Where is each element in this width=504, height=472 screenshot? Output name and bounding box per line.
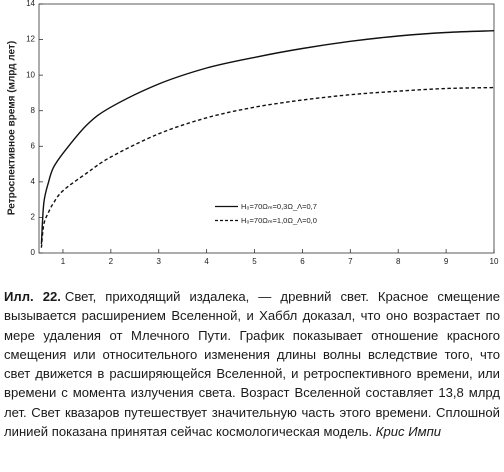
y-tick-label: 4 — [31, 177, 36, 186]
x-tick-label: 2 — [109, 257, 114, 266]
y-tick-label: 12 — [26, 35, 35, 44]
caption-label: Илл. 22. — [4, 289, 61, 304]
series-line-solid — [40, 30, 495, 245]
x-tick-label: 4 — [204, 257, 209, 266]
x-tick-label: 9 — [444, 257, 449, 266]
x-tick-label: 6 — [300, 257, 305, 266]
y-tick-label: 6 — [31, 141, 36, 150]
y-tick-label: 2 — [31, 213, 36, 222]
caption-text: Свет, приходящий издалека, — древний све… — [4, 289, 500, 440]
legend: H₀=70Ωₘ=0,3Ω_Λ=0,7 H₀=70Ωₘ=1,0Ω_Λ=0,0 — [215, 202, 317, 225]
y-tick-label: 14 — [26, 0, 35, 8]
y-tick-label: 8 — [31, 106, 36, 115]
legend-entry-solid: H₀=70Ωₘ=0,3Ω_Λ=0,7 — [241, 202, 317, 211]
legend-entry-dashed: H₀=70Ωₘ=1,0Ω_Λ=0,0 — [241, 216, 317, 225]
y-axis-label: Ретроспективное время (млрд лет) — [7, 41, 18, 215]
x-tick-label: 1 — [61, 257, 66, 266]
plot-frame — [38, 3, 495, 254]
figure-caption: Илл. 22. Свет, приходящий издалека, — дре… — [4, 287, 500, 441]
y-tick-label: 10 — [26, 70, 35, 79]
x-axis: 1 2 3 4 5 6 7 8 9 10 — [61, 249, 499, 266]
x-tick-label: 7 — [348, 257, 353, 266]
caption-credit: Крис Импи — [375, 424, 442, 440]
series-line-dashed — [40, 86, 495, 248]
x-tick-label: 3 — [157, 257, 162, 266]
series-group — [40, 30, 495, 248]
x-tick-label: 5 — [252, 257, 257, 266]
x-tick-label: 8 — [396, 257, 401, 266]
y-axis: 0 2 4 6 8 10 12 14 — [26, 0, 43, 257]
x-tick-label: 10 — [490, 257, 499, 266]
y-tick-label: 0 — [31, 248, 36, 257]
